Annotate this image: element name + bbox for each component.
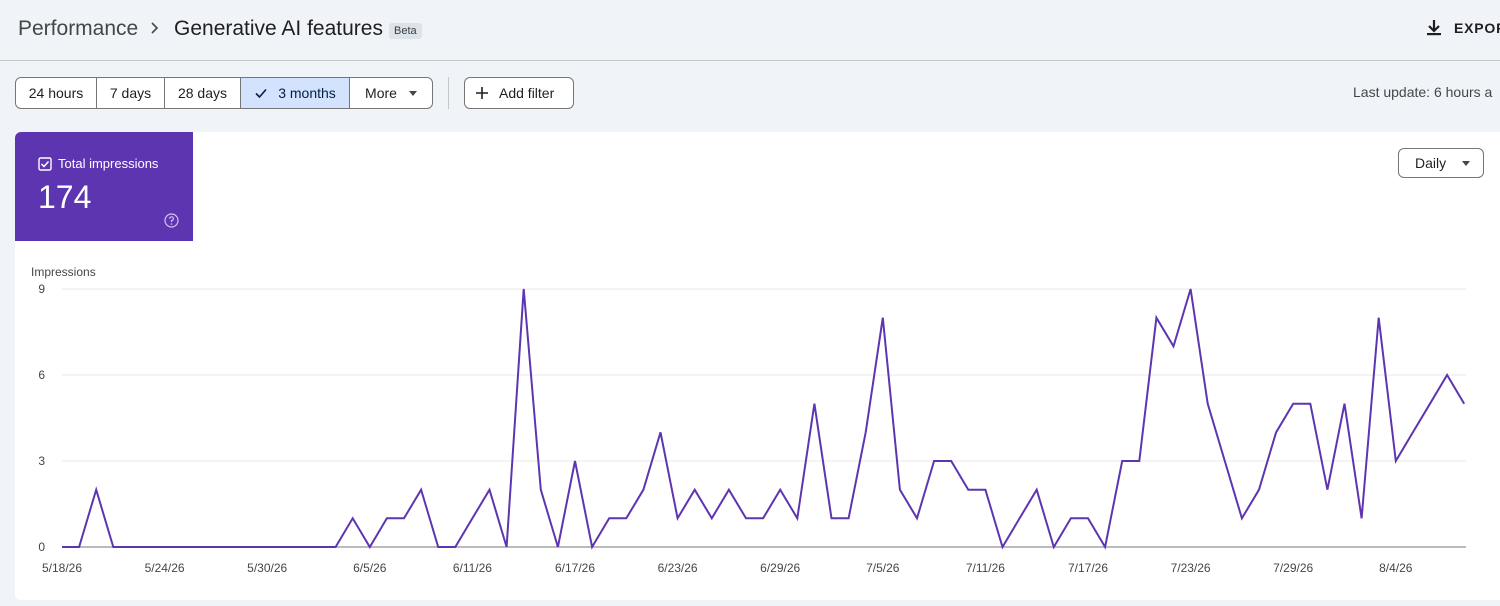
x-tick-label: 5/24/26 xyxy=(145,561,185,575)
x-tick-label: 6/23/26 xyxy=(658,561,698,575)
granularity-label: Daily xyxy=(1415,155,1447,171)
add-filter-button[interactable]: Add filter xyxy=(464,77,574,109)
range-label: 7 days xyxy=(109,85,152,101)
add-filter-label: Add filter xyxy=(499,85,555,101)
metric-label: Total impressions xyxy=(58,156,159,171)
beta-badge: Beta xyxy=(389,23,422,39)
export-button[interactable]: EXPOR xyxy=(1424,18,1500,38)
performance-card: Total impressions 174 Daily Impressions 0… xyxy=(15,132,1500,600)
range-label: 3 months xyxy=(278,85,336,101)
download-icon xyxy=(1427,20,1441,36)
page-title: Generative AI features xyxy=(174,17,383,40)
range-7-days-button[interactable]: 7 days xyxy=(97,78,165,108)
breadcrumb-performance[interactable]: Performance xyxy=(18,17,139,40)
x-tick-label: 7/11/26 xyxy=(966,561,1005,575)
impressions-series-line xyxy=(62,288,1466,550)
y-tick-label: 9 xyxy=(38,282,45,296)
page-header: Performance Generative AI features Beta … xyxy=(0,0,1500,61)
range-24-hours-button[interactable]: 24 hours xyxy=(16,78,97,108)
impressions-line-chart: Impressions 0 3 6 9 5/18/26 5/24/26 5/30/26 6/5/… xyxy=(31,265,1466,575)
toolbar-divider xyxy=(448,77,449,109)
chevron-right-icon xyxy=(151,22,159,34)
x-tick-label: 6/29/26 xyxy=(760,561,800,575)
x-tick-label: 5/18/26 xyxy=(42,561,82,575)
range-label: 28 days xyxy=(177,85,228,101)
range-label: 24 hours xyxy=(28,85,84,101)
x-tick-label: 6/11/26 xyxy=(453,561,492,575)
x-tick-label: 7/29/26 xyxy=(1273,561,1313,575)
x-tick-label: 6/5/26 xyxy=(353,561,387,575)
range-3-months-button[interactable]: 3 months xyxy=(241,78,350,108)
caret-down-icon xyxy=(1462,160,1471,166)
range-more-dropdown[interactable]: More xyxy=(350,78,432,108)
check-icon xyxy=(255,88,267,99)
checkbox-checked-icon[interactable] xyxy=(38,157,52,171)
metric-value: 174 xyxy=(38,179,92,215)
y-axis-title: Impressions xyxy=(31,265,96,279)
plus-icon xyxy=(476,87,488,99)
metric-tile-total-impressions[interactable]: Total impressions 174 xyxy=(15,132,193,241)
range-28-days-button[interactable]: 28 days xyxy=(165,78,241,108)
x-tick-label: 6/17/26 xyxy=(555,561,595,575)
x-tick-label: 7/17/26 xyxy=(1068,561,1108,575)
export-label: EXPOR xyxy=(1454,20,1500,36)
x-tick-label: 7/23/26 xyxy=(1171,561,1211,575)
last-update-text: Last update: 6 hours a xyxy=(1353,84,1493,100)
caret-down-icon xyxy=(408,90,417,96)
x-tick-label: 5/30/26 xyxy=(247,561,287,575)
granularity-dropdown[interactable]: Daily xyxy=(1398,148,1484,178)
range-label: More xyxy=(365,85,397,101)
y-tick-label: 0 xyxy=(38,540,45,554)
y-tick-label: 6 xyxy=(38,368,45,382)
x-tick-label: 8/4/26 xyxy=(1379,561,1413,575)
x-tick-label: 7/5/26 xyxy=(866,561,900,575)
date-range-selector: 24 hours 7 days 28 days 3 months More xyxy=(15,77,433,109)
help-icon[interactable] xyxy=(164,213,179,228)
y-tick-label: 3 xyxy=(38,454,45,468)
